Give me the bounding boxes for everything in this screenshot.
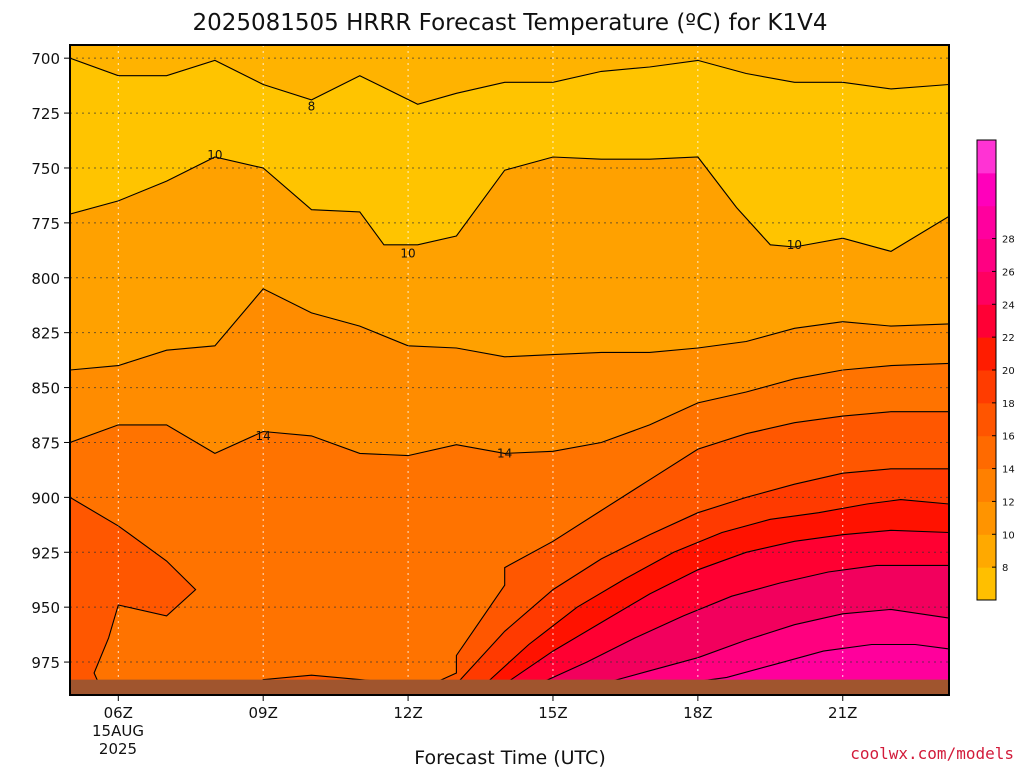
contour-labels: 8 10 10 10 14 14 [207,99,802,460]
x-axis-label: Forecast Time (UTC) [414,747,605,768]
plot-area [70,45,949,695]
y-tick-label-800: 800 [31,270,60,288]
x-tick-label-18: 18Z [683,704,712,722]
y-tick-label-950: 950 [31,599,60,617]
x-tick-label-9: 09Z [248,704,277,722]
contour-line-12 [70,288,949,371]
contour-label-5: 14 [497,446,512,460]
x-tick-label-21: 21Z [828,704,857,722]
contour-line-24 [538,564,949,685]
colorbar-label-24: 24 [1002,300,1015,311]
contour-fills [70,58,949,695]
contour-line-8 [70,57,949,105]
contour-label-3: 10 [787,238,802,252]
colorbar-label-28: 28 [1002,235,1015,246]
contour-label-1: 10 [207,148,222,162]
colorbar-label-26: 26 [1002,267,1015,278]
x-date-line-2: 2025 [99,740,137,758]
contour-line-10 [70,156,949,252]
y-tick-label-875: 875 [31,434,60,452]
contour-label-0: 8 [308,99,316,113]
colorbar-segment-2 [977,501,996,535]
y-tick-label-975: 975 [31,654,60,672]
y-tick-label-825: 825 [31,325,60,343]
colorbar-segment-6 [977,370,996,404]
contour-line-28 [678,643,949,685]
contour-line-26 [601,608,949,685]
colorbar-segment-1 [977,534,996,568]
colorbar-segment-4 [977,435,996,470]
contour-lines [70,57,949,692]
colorbar-label-16: 16 [1002,432,1015,443]
chart-title: 2025081505 HRRR Forecast Temperature (ºC… [192,10,827,36]
colorbar-label-10: 10 [1002,530,1015,541]
y-tick-label-700: 700 [31,50,60,68]
ground-surface [70,679,949,695]
contour-label-4: 14 [256,429,271,443]
x-tick-label-6: 06Z [104,704,133,722]
y-tick-label-775: 775 [31,215,60,233]
colorbar-label-22: 22 [1002,333,1015,344]
credit-text: coolwx.com/models [850,744,1014,763]
y-axis: 700 725 750 775 800 825 850 875 900 925 950 975 [31,50,70,672]
y-tick-label-925: 925 [31,544,60,562]
x-axis: 06Z 09Z 12Z 15Z 18Z 21Z [104,695,857,722]
plot-frame [69,44,950,696]
colorbar-segment-12 [977,172,996,207]
colorbar-label-12: 12 [1002,497,1015,508]
x-date-line-1: 15AUG [92,722,144,740]
colorbar-segment-7 [977,337,996,371]
x-tick-label-15: 15Z [538,704,567,722]
colorbar-label-18: 18 [1002,399,1015,410]
colorbar-segment-9 [977,271,996,305]
colorbar-segment-10 [977,238,996,272]
x-tick-label-12: 12Z [393,704,422,722]
colorbar-label-20: 20 [1002,366,1015,377]
colorbar-segment-11 [977,205,996,240]
colorbar-segment-13 [977,140,996,174]
gridlines [70,45,949,695]
y-tick-label-750: 750 [31,160,60,178]
contour-line-14 [70,362,949,457]
y-tick-label-850: 850 [31,380,60,398]
y-tick-label-900: 900 [31,489,60,507]
contour-label-2: 10 [400,247,415,261]
colorbar: 8 10 12 14 16 18 20 22 24 26 28 [976,139,1015,601]
contour-line-20 [485,499,949,685]
colorbar-segment-0 [977,567,996,601]
colorbar-label-14: 14 [1002,465,1015,476]
colorbar-label-8: 8 [1002,563,1008,574]
y-tick-label-725: 725 [31,105,60,123]
colorbar-segment-5 [977,402,996,437]
colorbar-segment-8 [977,304,996,338]
contour-line-18 [455,468,949,685]
colorbar-segment-3 [977,468,996,502]
contour-line-22 [504,529,949,685]
